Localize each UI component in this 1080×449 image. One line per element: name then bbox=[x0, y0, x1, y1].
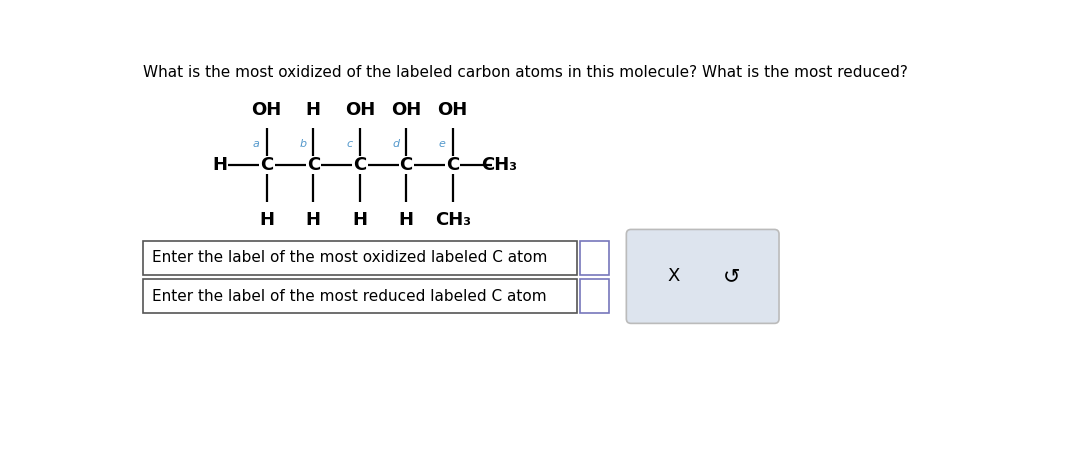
Text: b: b bbox=[299, 139, 307, 150]
Text: OH: OH bbox=[391, 101, 421, 119]
FancyBboxPatch shape bbox=[143, 241, 577, 275]
Text: H: H bbox=[352, 211, 367, 229]
Text: d: d bbox=[392, 139, 400, 150]
Text: C: C bbox=[353, 156, 366, 174]
FancyBboxPatch shape bbox=[580, 279, 609, 313]
Text: X: X bbox=[667, 268, 680, 286]
Text: H: H bbox=[306, 101, 321, 119]
Text: OH: OH bbox=[345, 101, 375, 119]
FancyBboxPatch shape bbox=[580, 241, 609, 275]
Text: C: C bbox=[400, 156, 413, 174]
FancyBboxPatch shape bbox=[626, 229, 779, 323]
Text: c: c bbox=[347, 139, 353, 150]
Text: CH₃: CH₃ bbox=[482, 156, 517, 174]
Text: a: a bbox=[253, 139, 260, 150]
Text: H: H bbox=[399, 211, 414, 229]
Text: OH: OH bbox=[252, 101, 282, 119]
Text: H: H bbox=[259, 211, 274, 229]
Text: C: C bbox=[446, 156, 459, 174]
Text: C: C bbox=[260, 156, 273, 174]
Text: e: e bbox=[438, 139, 446, 150]
Text: Enter the label of the most oxidized labeled C atom: Enter the label of the most oxidized lab… bbox=[152, 251, 548, 265]
Text: OH: OH bbox=[437, 101, 468, 119]
Text: What is the most oxidized of the labeled carbon atoms in this molecule? What is : What is the most oxidized of the labeled… bbox=[143, 65, 907, 79]
Text: Enter the label of the most reduced labeled C atom: Enter the label of the most reduced labe… bbox=[152, 289, 546, 304]
Text: CH₃: CH₃ bbox=[435, 211, 471, 229]
Text: H: H bbox=[213, 156, 228, 174]
FancyBboxPatch shape bbox=[143, 279, 577, 313]
Text: H: H bbox=[306, 211, 321, 229]
Text: C: C bbox=[307, 156, 320, 174]
Text: ↺: ↺ bbox=[723, 266, 740, 286]
